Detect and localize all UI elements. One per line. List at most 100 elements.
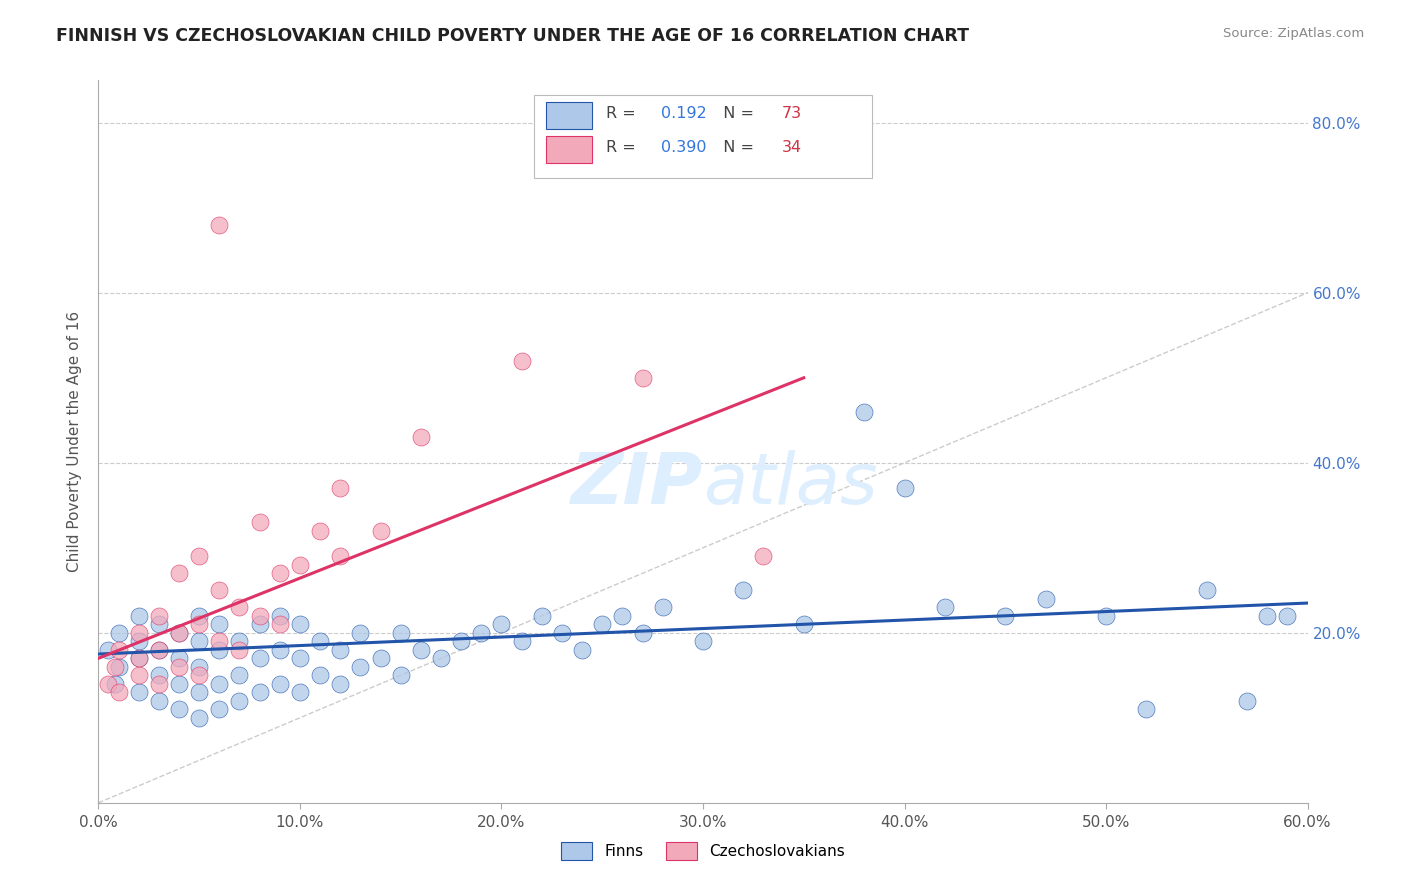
Point [329, 642, 352, 657]
Point [167, 566, 190, 581]
Point [228, 642, 250, 657]
Point [288, 651, 311, 665]
Text: 34: 34 [782, 140, 801, 155]
Point [208, 702, 231, 716]
Point [309, 634, 332, 648]
Point [208, 677, 231, 691]
Point [269, 566, 291, 581]
Point [571, 642, 593, 657]
Point [612, 608, 634, 623]
Point [651, 600, 673, 615]
Point [103, 677, 125, 691]
Point [249, 651, 271, 665]
Point [1135, 702, 1157, 716]
Text: N =: N = [713, 106, 759, 121]
Point [148, 608, 170, 623]
Point [167, 651, 190, 665]
Point [249, 608, 271, 623]
Point [208, 642, 231, 657]
Text: N =: N = [713, 140, 759, 155]
Point [208, 617, 231, 632]
Point [470, 625, 492, 640]
Point [1256, 608, 1278, 623]
Point [269, 642, 291, 657]
Point [128, 634, 150, 648]
Point [370, 651, 392, 665]
Point [228, 600, 250, 615]
Point [188, 668, 211, 682]
FancyBboxPatch shape [534, 95, 872, 178]
Point [994, 608, 1017, 623]
Point [269, 608, 291, 623]
Point [188, 711, 211, 725]
Point [530, 608, 553, 623]
Point [1277, 608, 1299, 623]
Point [128, 625, 150, 640]
Point [148, 617, 170, 632]
Point [167, 625, 190, 640]
Text: 73: 73 [782, 106, 801, 121]
Point [249, 685, 271, 699]
Point [1236, 694, 1258, 708]
Point [148, 642, 170, 657]
Point [551, 625, 574, 640]
Point [349, 625, 371, 640]
Point [389, 668, 412, 682]
Point [107, 625, 129, 640]
Point [128, 651, 150, 665]
Point [188, 549, 211, 564]
Point [329, 677, 352, 691]
Point [853, 405, 876, 419]
Point [329, 549, 352, 564]
Text: 0.390: 0.390 [661, 140, 706, 155]
Point [329, 481, 352, 495]
Point [288, 685, 311, 699]
Point [450, 634, 472, 648]
Point [269, 617, 291, 632]
Text: atlas: atlas [703, 450, 877, 519]
Point [510, 634, 533, 648]
Point [631, 625, 654, 640]
Point [591, 617, 613, 632]
Point [430, 651, 453, 665]
Point [167, 660, 190, 674]
Point [167, 677, 190, 691]
Point [692, 634, 714, 648]
Point [188, 608, 211, 623]
Point [389, 625, 412, 640]
Point [309, 668, 332, 682]
Point [228, 668, 250, 682]
Point [288, 558, 311, 572]
Point [167, 702, 190, 716]
Point [1035, 591, 1057, 606]
Point [491, 617, 513, 632]
Point [188, 685, 211, 699]
Point [208, 634, 231, 648]
Point [249, 617, 271, 632]
Text: R =: R = [606, 106, 641, 121]
Point [409, 642, 432, 657]
Point [269, 677, 291, 691]
Point [1195, 583, 1218, 598]
Legend: Finns, Czechoslovakians: Finns, Czechoslovakians [554, 835, 852, 867]
Point [103, 660, 125, 674]
Point [188, 634, 211, 648]
Point [208, 583, 231, 598]
Point [188, 617, 211, 632]
Point [97, 642, 120, 657]
Point [167, 625, 190, 640]
Point [208, 218, 231, 232]
Point [288, 617, 311, 632]
Point [148, 668, 170, 682]
Point [228, 634, 250, 648]
Point [107, 685, 129, 699]
Point [97, 677, 120, 691]
Point [188, 660, 211, 674]
Point [631, 371, 654, 385]
Point [107, 642, 129, 657]
Point [370, 524, 392, 538]
Point [107, 660, 129, 674]
Point [793, 617, 815, 632]
Point [148, 694, 170, 708]
Text: 0.192: 0.192 [661, 106, 706, 121]
